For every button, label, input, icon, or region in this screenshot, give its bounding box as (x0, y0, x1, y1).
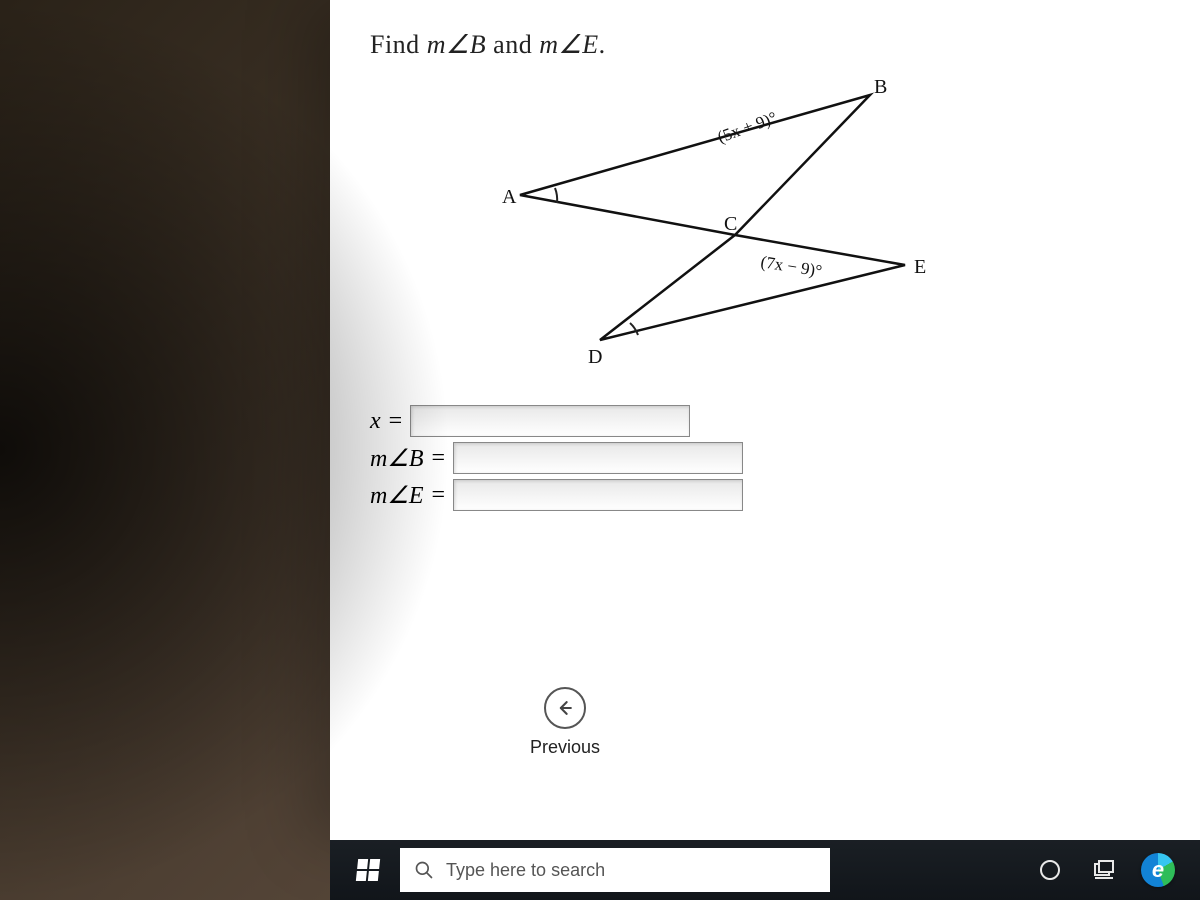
previous-button[interactable] (544, 687, 586, 729)
q-and: and (486, 30, 539, 59)
input-angle-b[interactable] (453, 442, 743, 474)
input-x[interactable] (410, 405, 690, 437)
eq-1: = (389, 408, 403, 435)
label-A: A (502, 186, 517, 208)
row-x: x = (370, 405, 1160, 437)
expr-5x-plus-9: (5x + 9)° (715, 108, 779, 147)
triangles-diagram: A B C D E (5x + 9)° (7x − 9)° (460, 75, 1160, 375)
previous-label: Previous (530, 737, 600, 758)
search-placeholder-text: Type here to search (446, 860, 605, 881)
task-view-icon[interactable] (1084, 850, 1124, 890)
worksheet-page: Find m∠B and m∠E. A B C D E (5x + 9)° (7… (330, 0, 1200, 840)
previous-nav: Previous (530, 687, 600, 758)
q-prefix: Find (370, 30, 427, 59)
label-angle-b: m∠B (370, 444, 424, 473)
arrow-left-icon (555, 698, 575, 718)
eq-2: = (432, 445, 446, 472)
label-B: B (874, 76, 887, 98)
row-angle-e: m∠E = (370, 479, 1160, 511)
q-angle-e: m∠E (539, 30, 598, 59)
label-E: E (914, 256, 926, 278)
search-icon (414, 860, 434, 880)
label-D: D (588, 346, 602, 368)
windows-taskbar: Type here to search e (330, 840, 1200, 900)
label-angle-e: m∠E (370, 481, 424, 510)
input-angle-e[interactable] (453, 479, 743, 511)
windows-logo-icon (356, 859, 380, 881)
answer-fields: x = m∠B = m∠E = (370, 405, 1160, 511)
expr-7x-minus-9: (7x − 9)° (759, 252, 823, 280)
taskbar-right: e (1030, 850, 1188, 890)
q-angle-b: m∠B (427, 30, 486, 59)
eq-3: = (432, 482, 446, 509)
q-period: . (599, 30, 606, 59)
label-C: C (724, 213, 737, 235)
row-angle-b: m∠B = (370, 442, 1160, 474)
edge-browser-icon[interactable]: e (1138, 850, 1178, 890)
start-button[interactable] (342, 847, 394, 893)
label-x: x (370, 408, 381, 435)
question-prompt: Find m∠B and m∠E. (370, 30, 1160, 60)
taskbar-search[interactable]: Type here to search (400, 848, 830, 892)
cortana-circle-icon[interactable] (1030, 850, 1070, 890)
